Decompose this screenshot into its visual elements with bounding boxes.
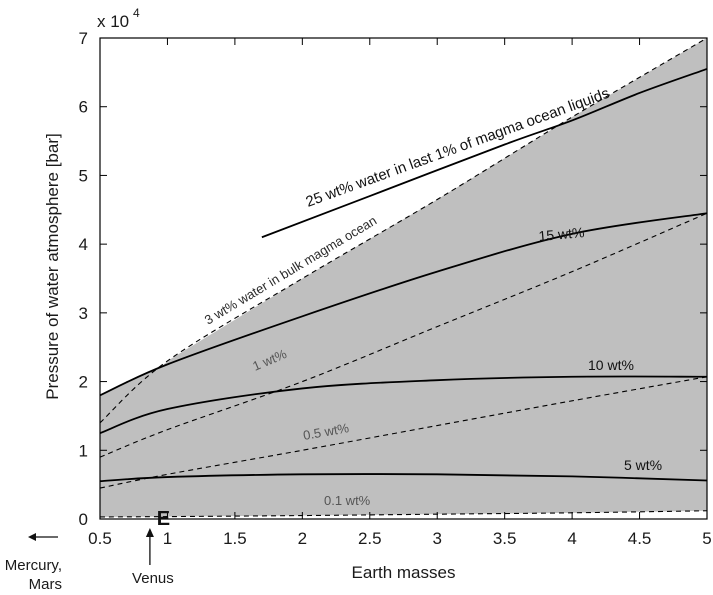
plot-frame [99, 37, 708, 520]
venus-label: Venus [132, 570, 174, 587]
venus-arrow-head [145, 528, 154, 537]
x-tick-label: 4.5 [628, 529, 652, 548]
shaded-region [100, 38, 707, 517]
series-line-0 [261, 68, 708, 239]
y-axis-label: Pressure of water atmosphere [bar] [43, 133, 62, 399]
x-tick-label: 2.5 [358, 529, 382, 548]
x-tick-label: 5 [702, 529, 711, 548]
x-tick-label: 1.5 [223, 529, 247, 548]
series-line-3 [99, 473, 708, 483]
mercury-mars-arrow [28, 533, 58, 541]
earth-marker: E [157, 508, 170, 530]
venus-arrow [145, 528, 154, 565]
x-tick-label: 2 [298, 529, 307, 548]
y-tick-label: 7 [79, 29, 88, 48]
label-5-wt: 5 wt% [624, 457, 662, 473]
x-tick-label: 3 [432, 529, 441, 548]
series-line-4 [99, 37, 708, 424]
x-tick-label: 3.5 [493, 529, 517, 548]
y-tick-label: 3 [79, 304, 88, 323]
y-tick-label: 6 [79, 98, 88, 117]
y-tick-label: 0 [79, 510, 88, 529]
y-tick-label: 2 [79, 373, 88, 392]
label-10-wt: 10 wt% [588, 357, 634, 373]
y-tick-label: 1 [79, 441, 88, 460]
y-tick-label: 4 [79, 235, 88, 254]
label-0-1-wt: 0.1 wt% [324, 493, 371, 508]
x-tick-label: 1 [163, 529, 172, 548]
mercury-label: Mercury, [5, 557, 62, 574]
y-tick-label: 5 [79, 166, 88, 185]
y-axis-multiplier-exponent: 4 [133, 6, 140, 20]
y-axis-multiplier: x 10 [97, 12, 129, 31]
x-axis-label: Earth masses [352, 563, 456, 582]
series-line-5 [99, 212, 708, 458]
mars-label: Mars [29, 576, 62, 593]
series-line-2 [99, 375, 708, 434]
series-line-6 [99, 376, 708, 489]
series-line-1 [99, 212, 708, 397]
x-tick-label: 4 [567, 529, 576, 548]
label-15-wt: 15 wt% [538, 224, 585, 244]
x-tick-label: 0.5 [88, 529, 112, 548]
